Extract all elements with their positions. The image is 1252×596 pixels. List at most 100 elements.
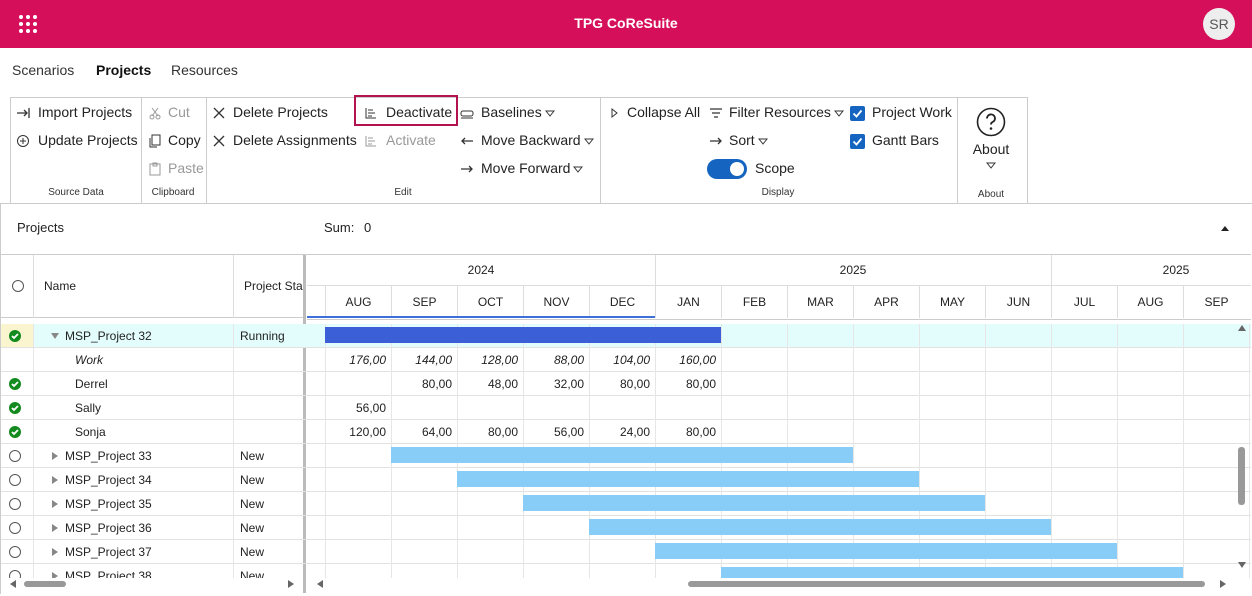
scroll-arrow — [1238, 562, 1246, 568]
row[interactable] — [1, 420, 1251, 444]
row[interactable] — [1, 492, 1251, 516]
done-icon — [9, 330, 21, 342]
cell-divider — [233, 420, 234, 444]
app-title: TPG CoReSuite — [574, 15, 678, 31]
work-value: 64,00 — [421, 425, 452, 439]
ribbon-button[interactable]: Move Backward — [481, 132, 581, 148]
cell-divider — [589, 564, 590, 578]
ribbon-button[interactable]: Update Projects — [38, 132, 138, 148]
cell-divider — [325, 516, 326, 540]
gantt-bar[interactable] — [721, 567, 1183, 578]
cell-divider — [1249, 444, 1250, 468]
ribbon-group-label: About — [977, 189, 1005, 200]
cell-divider — [1183, 420, 1184, 444]
gantt-bar[interactable] — [655, 543, 1117, 559]
row-status: New — [240, 521, 265, 535]
row-name[interactable]: MSP_Project 33 — [65, 449, 152, 463]
app-launcher[interactable] — [18, 14, 38, 34]
tab[interactable]: Resources — [171, 62, 238, 78]
row[interactable] — [1, 396, 1251, 420]
row-name[interactable]: MSP_Project 32 — [65, 329, 152, 343]
row-name[interactable]: MSP_Project 36 — [65, 521, 152, 535]
row[interactable] — [1, 444, 1251, 468]
cell-divider — [33, 396, 34, 420]
cell-divider — [655, 564, 656, 578]
ribbon-separator — [957, 98, 958, 203]
ribbon-button[interactable]: Activate — [386, 132, 436, 148]
cell-divider — [1183, 468, 1184, 492]
work-value: 80,00 — [619, 377, 650, 391]
ribbon-button[interactable]: Sort — [729, 132, 755, 148]
cell-divider — [853, 372, 854, 396]
row-name[interactable]: MSP_Project 37 — [65, 545, 152, 559]
scroll-arrow — [10, 580, 16, 588]
row-name[interactable]: MSP_Project 38 — [65, 569, 152, 578]
ribbon-button[interactable]: Delete Projects — [233, 104, 328, 120]
ribbon-button[interactable]: Delete Assignments — [233, 132, 357, 148]
row[interactable] — [1, 516, 1251, 540]
ribbon-button[interactable]: Copy — [168, 132, 201, 148]
dropdown-caret — [757, 138, 768, 145]
ribbon-button[interactable]: About — [972, 141, 1010, 157]
scroll-thumb[interactable] — [1238, 447, 1245, 505]
cell-divider — [853, 444, 854, 468]
tab[interactable]: Projects — [96, 62, 152, 78]
ribbon-button[interactable]: Paste — [168, 160, 204, 176]
cell-divider — [233, 396, 234, 420]
row-status: New — [240, 545, 265, 559]
cell-divider — [233, 516, 234, 540]
gantt-bar[interactable] — [589, 519, 1051, 535]
row[interactable] — [1, 372, 1251, 396]
row-name[interactable]: MSP_Project 34 — [65, 473, 152, 487]
ribbon-button[interactable]: Move Forward — [481, 160, 571, 176]
cell-divider — [33, 516, 34, 540]
cell-divider — [391, 564, 392, 578]
row[interactable] — [1, 540, 1251, 564]
expand-toggle — [52, 476, 58, 484]
work-value: 32,00 — [553, 377, 584, 391]
cell-divider — [919, 324, 920, 348]
cell-divider — [1117, 324, 1118, 348]
cell-divider — [985, 396, 986, 420]
row[interactable] — [1, 468, 1251, 492]
cell-divider — [1249, 396, 1250, 420]
ribbon-button[interactable]: Import Projects — [38, 104, 133, 120]
button-icon — [461, 165, 473, 173]
button-icon — [365, 136, 376, 147]
row[interactable] — [1, 348, 1251, 372]
cell-divider — [1249, 564, 1250, 578]
ribbon-button[interactable]: Baselines — [481, 104, 542, 120]
ribbon-group-label: Source Data — [48, 187, 104, 198]
ribbon-button[interactable]: Filter Resources — [729, 104, 831, 120]
month-header: JUN — [985, 286, 1051, 318]
ribbon-button[interactable]: Gantt Bars — [872, 132, 939, 148]
avatar[interactable]: SR — [1203, 8, 1235, 40]
cell-divider — [853, 396, 854, 420]
ribbon-button[interactable]: Project Work — [872, 104, 952, 120]
cell-divider — [1249, 372, 1250, 396]
scroll-thumb[interactable] — [24, 581, 66, 587]
ribbon-button[interactable]: Collapse All — [627, 104, 701, 120]
month-header-edge — [307, 286, 325, 318]
row-name[interactable]: MSP_Project 35 — [65, 497, 152, 511]
cell-divider — [985, 492, 986, 516]
gantt-bar[interactable] — [523, 495, 985, 511]
gantt-bar[interactable] — [457, 471, 919, 487]
tab[interactable]: Scenarios — [12, 62, 75, 78]
cell-divider — [33, 492, 34, 516]
ribbon-button[interactable]: Scope — [755, 160, 795, 176]
done-icon — [9, 378, 21, 390]
cell-divider — [457, 492, 458, 516]
scroll-thumb[interactable] — [688, 581, 1205, 587]
cell-divider — [391, 468, 392, 492]
work-value: 80,00 — [421, 377, 452, 391]
ribbon-button[interactable]: Cut — [168, 104, 190, 120]
gantt-bar[interactable] — [391, 447, 853, 463]
gantt-bar[interactable] — [325, 327, 721, 343]
cell-divider — [1249, 324, 1250, 348]
cell-divider — [325, 564, 326, 578]
ribbon-button[interactable]: Deactivate — [386, 104, 453, 120]
cell-divider — [787, 396, 788, 420]
splitter — [303, 255, 306, 593]
cell-divider — [1117, 516, 1118, 540]
